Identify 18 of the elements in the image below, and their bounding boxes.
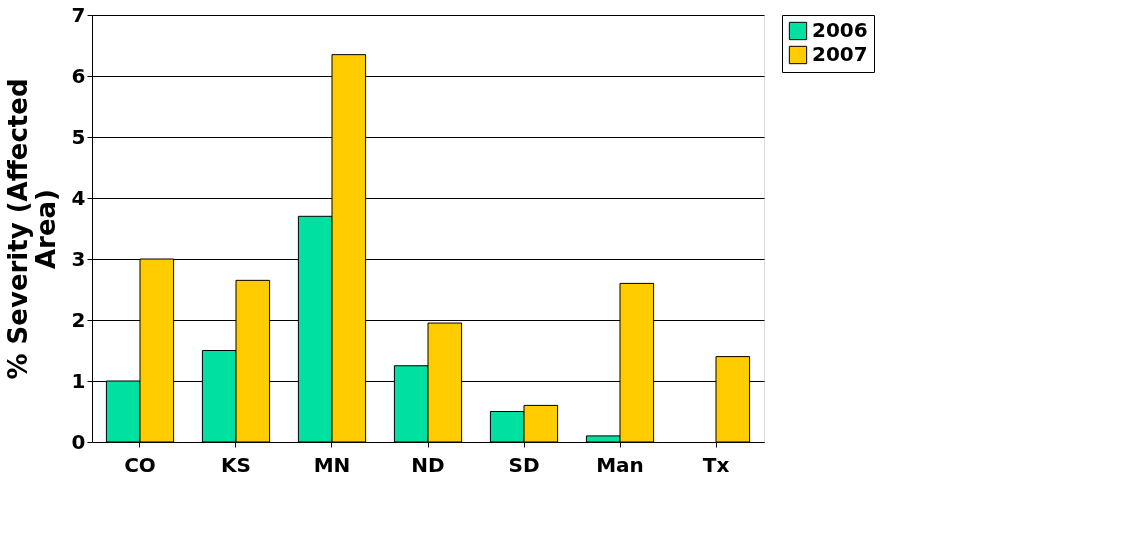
- x-tick-label: MN: [313, 452, 351, 477]
- x-tick-label: KS: [221, 452, 251, 477]
- y-tick-label: 0: [71, 429, 86, 454]
- y-tick-label: 2: [71, 307, 86, 332]
- x-tick-label: Man: [596, 452, 644, 477]
- y-tick-label: 6: [71, 63, 86, 88]
- y-tick-label: 4: [71, 185, 86, 210]
- x-tick-label: Tx: [702, 452, 730, 477]
- legend-label: 2007: [812, 42, 868, 66]
- y-tick-label: 1: [71, 368, 86, 393]
- x-tick-label: CO: [124, 452, 156, 477]
- y-tick-label: 7: [71, 2, 86, 27]
- y-tick-label: 5: [71, 124, 86, 149]
- y-tick-label: 3: [71, 246, 86, 271]
- x-tick-label: ND: [411, 452, 445, 477]
- y-axis-title: % Severity (Affected Area): [2, 78, 61, 380]
- x-tick-label: SD: [508, 452, 540, 477]
- legend-label: 2006: [812, 18, 868, 42]
